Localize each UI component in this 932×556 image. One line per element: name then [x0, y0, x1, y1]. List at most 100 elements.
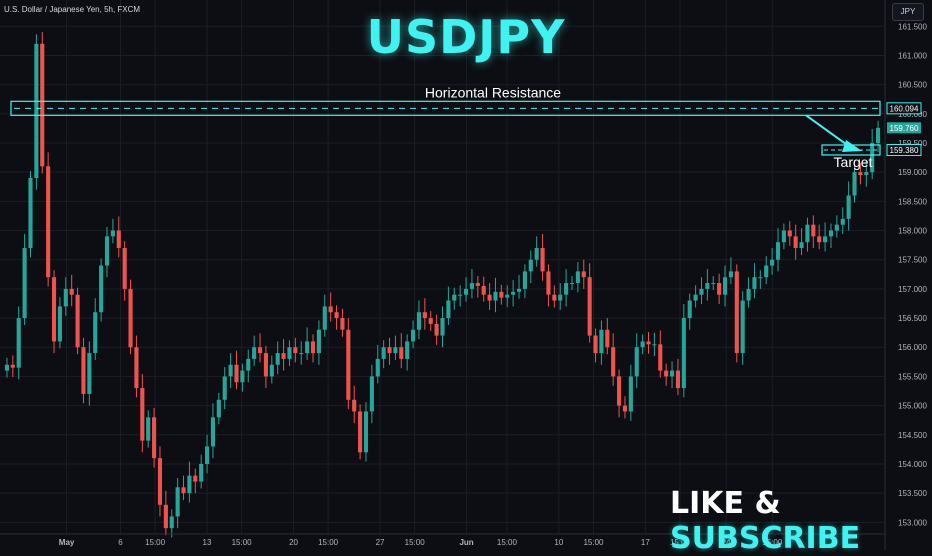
price-label: 159.760 — [890, 124, 919, 133]
candle-body — [163, 504, 168, 529]
candle-body — [846, 195, 851, 219]
candle-body — [828, 230, 834, 237]
candle-body — [675, 370, 680, 389]
candle-body — [269, 364, 274, 377]
candle-body — [493, 291, 498, 301]
candle-body — [369, 376, 374, 412]
candle-body — [775, 242, 781, 260]
candle-body — [199, 463, 204, 482]
y-tick-label: 159.500 — [898, 139, 927, 148]
candle-body — [687, 300, 692, 319]
candle-body — [63, 288, 68, 307]
candle-body — [734, 271, 739, 354]
candle-body — [34, 43, 39, 178]
candle-body — [811, 224, 816, 237]
target-arrow — [805, 114, 851, 148]
candle-body — [858, 172, 863, 176]
candle-body — [187, 475, 192, 494]
candle-body — [752, 277, 757, 289]
candle-body — [505, 294, 510, 298]
candle-body — [823, 236, 828, 243]
candle-body — [104, 236, 110, 266]
candle-body — [817, 236, 822, 243]
x-tick-label: 15:00 — [497, 538, 518, 547]
candle-body — [658, 344, 663, 371]
price-label: 159.380 — [890, 146, 919, 155]
candle-body — [564, 283, 569, 295]
currency-button[interactable]: JPY — [892, 3, 924, 21]
candle-body — [728, 271, 733, 278]
candle-body — [263, 353, 268, 377]
candle-body — [228, 364, 233, 377]
candle-body — [411, 329, 416, 342]
candle-body — [499, 291, 504, 298]
candle-body — [128, 288, 133, 348]
candle-body — [870, 142, 875, 173]
symbol-description: U.S. Dollar / Japanese Yen, 5h, FXCM — [4, 5, 141, 14]
y-tick-label: 154.000 — [898, 460, 927, 469]
time-axis: May 6 15:00 13 15:00 20 15:00 27 15:00 Jun 15:00 10… — [0, 533, 885, 547]
candle-body — [640, 341, 645, 348]
candle-body — [575, 271, 580, 284]
x-tick-label: 15:00 — [405, 538, 426, 547]
price-axis: 161.500161.000160.500160.000159.500159.0… — [884, 0, 927, 550]
candle-body — [87, 353, 92, 394]
candle-body — [252, 347, 257, 359]
candle-body — [834, 224, 839, 231]
price-label-box — [886, 102, 922, 115]
candle-body — [852, 172, 857, 196]
candle-body — [781, 230, 786, 243]
candle-body — [516, 288, 522, 292]
candle-body — [281, 353, 286, 359]
chart-title: USDJPY — [366, 10, 566, 64]
candle-body — [434, 323, 439, 336]
candle-body — [387, 347, 392, 354]
subscribe-text: SUBSCRIBE — [670, 521, 861, 556]
candle-body — [764, 265, 769, 278]
amp-text: & — [754, 486, 781, 521]
candle-body — [46, 166, 51, 278]
x-tick-label: 17 — [641, 538, 650, 547]
candle-body — [475, 283, 480, 286]
candle-body — [157, 458, 163, 505]
candle-body — [722, 277, 728, 295]
y-tick-label: 153.000 — [898, 518, 927, 527]
candle-body — [875, 127, 881, 143]
candle-body — [805, 224, 810, 243]
candle-body — [622, 405, 628, 412]
candle-body — [334, 312, 339, 319]
candle-body — [528, 259, 533, 272]
y-tick-label: 156.000 — [898, 343, 927, 352]
candle-body — [310, 341, 316, 354]
candle-body — [558, 294, 563, 301]
candle-body — [146, 417, 151, 441]
candle-body — [299, 353, 304, 355]
y-tick-label: 157.000 — [898, 285, 927, 294]
candle-body — [181, 487, 186, 494]
y-tick-label: 154.500 — [898, 431, 927, 440]
candle-body — [699, 288, 704, 295]
candle-body — [540, 248, 545, 272]
candle-body — [481, 285, 486, 295]
candle-body — [116, 230, 121, 249]
x-tick-label: May — [59, 538, 75, 547]
candle-body — [122, 248, 127, 289]
y-tick-label: 161.500 — [898, 22, 927, 31]
candle-body — [799, 242, 804, 249]
candle-body — [463, 288, 469, 295]
candle-body — [546, 271, 551, 295]
candle-body — [634, 347, 639, 377]
x-tick-label: 15:00 — [232, 538, 253, 547]
candle-body — [793, 236, 798, 249]
candle-body — [381, 347, 386, 359]
candle-body — [740, 300, 745, 354]
x-tick-label: 24 — [722, 538, 731, 547]
candle-body — [346, 329, 351, 400]
candle-body — [681, 318, 686, 389]
candle-body — [352, 399, 357, 412]
candle-body — [375, 358, 380, 377]
candle-body — [469, 283, 474, 289]
candle-body — [587, 277, 592, 336]
candle-body — [287, 347, 292, 359]
